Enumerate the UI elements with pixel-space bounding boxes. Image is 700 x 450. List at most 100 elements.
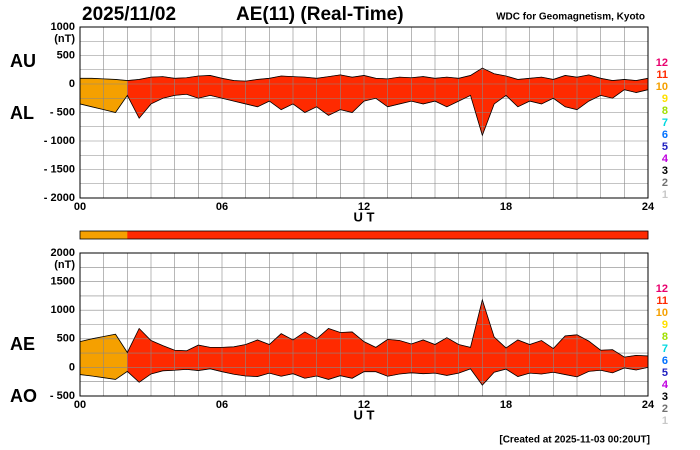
level-scale: 4 bbox=[662, 379, 669, 391]
band-segment bbox=[91, 78, 104, 110]
level-scale: 11 bbox=[656, 295, 668, 307]
band-segment bbox=[375, 338, 388, 377]
band-segment bbox=[340, 74, 353, 113]
level-scale: 2 bbox=[662, 177, 668, 189]
band-segment bbox=[280, 333, 294, 377]
level-strip bbox=[352, 231, 365, 239]
band-segment bbox=[198, 344, 211, 371]
band-segment bbox=[529, 340, 542, 375]
x-tick-label: 24 bbox=[642, 201, 655, 213]
band-segment bbox=[600, 77, 613, 99]
level-scale: 10 bbox=[656, 307, 668, 319]
x-tick-label: 12 bbox=[358, 399, 370, 411]
band-segment bbox=[576, 334, 590, 378]
level-strip bbox=[281, 231, 294, 239]
band-segment bbox=[624, 79, 637, 93]
band-segment bbox=[257, 78, 270, 108]
x-tick-label: 18 bbox=[500, 201, 512, 213]
level-strip bbox=[115, 231, 128, 239]
band-segment bbox=[387, 339, 400, 377]
band-segment bbox=[458, 75, 471, 102]
band-segment bbox=[257, 339, 270, 377]
band-segment bbox=[127, 328, 140, 383]
level-scale: 3 bbox=[662, 391, 668, 403]
x-tick-label: 00 bbox=[74, 201, 86, 213]
band-segment bbox=[186, 344, 199, 371]
band-segment bbox=[576, 74, 590, 111]
band-segment bbox=[470, 299, 483, 386]
band-segment bbox=[399, 340, 412, 375]
band-segment bbox=[79, 78, 93, 108]
band-segment bbox=[209, 75, 223, 99]
plot-frame bbox=[79, 26, 649, 199]
level-strip bbox=[210, 231, 223, 239]
x-tick-label: 00 bbox=[74, 399, 86, 411]
x-tick-label: 24 bbox=[642, 399, 655, 411]
band-segment bbox=[458, 344, 471, 374]
band-segment bbox=[505, 339, 519, 378]
level-strip bbox=[600, 231, 613, 239]
level-scale: 3 bbox=[662, 165, 668, 177]
y-tick-label: - 1500 bbox=[44, 163, 75, 175]
x-tick-label: 18 bbox=[500, 399, 512, 411]
band-segment bbox=[564, 75, 578, 110]
level-strip bbox=[387, 231, 400, 239]
level-strip bbox=[435, 231, 448, 239]
series-line bbox=[79, 367, 649, 386]
level-scale: 1 bbox=[662, 415, 668, 427]
y-tick-label: - 500 bbox=[50, 106, 75, 118]
series-name: AO bbox=[10, 386, 37, 406]
band-segment bbox=[138, 76, 152, 119]
level-strip bbox=[423, 231, 436, 239]
level-strip bbox=[588, 231, 602, 239]
level-strip bbox=[257, 231, 270, 239]
band-segment bbox=[411, 339, 424, 374]
band-segment bbox=[198, 75, 211, 99]
band-segment bbox=[245, 339, 258, 377]
y-tick-label: 1500 bbox=[51, 276, 75, 288]
x-axis-label: U T bbox=[354, 209, 375, 224]
series-line bbox=[80, 67, 649, 82]
level-scale: 9 bbox=[662, 319, 668, 331]
level-strip bbox=[139, 231, 152, 239]
level-strip bbox=[541, 231, 554, 239]
level-strip bbox=[151, 231, 164, 239]
y-tick-label: 0 bbox=[69, 361, 75, 373]
band-segment bbox=[482, 67, 495, 136]
band-segment bbox=[422, 339, 436, 374]
level-strip bbox=[198, 231, 211, 239]
x-axis-label: U T bbox=[354, 407, 375, 422]
band-segment bbox=[328, 328, 341, 380]
level-strip bbox=[529, 231, 542, 239]
band-segment bbox=[162, 76, 175, 99]
band-segment bbox=[221, 77, 235, 102]
level-strip bbox=[446, 231, 460, 239]
band-segment bbox=[316, 327, 329, 380]
level-strip bbox=[482, 231, 495, 239]
band-segment bbox=[138, 327, 152, 383]
band-segment bbox=[115, 79, 128, 114]
level-strip bbox=[375, 231, 389, 239]
x-tick-label: 12 bbox=[358, 201, 370, 213]
band-segment bbox=[316, 76, 329, 116]
level-strip bbox=[293, 231, 306, 239]
y-tick-label: 0 bbox=[69, 78, 75, 90]
band-segment bbox=[245, 79, 258, 108]
level-strip bbox=[162, 231, 176, 239]
level-strip bbox=[577, 231, 590, 239]
band-segment bbox=[387, 76, 400, 108]
band-segment bbox=[174, 77, 187, 96]
level-scale: 8 bbox=[662, 331, 668, 343]
level-strip bbox=[517, 231, 531, 239]
level-strip bbox=[340, 231, 353, 239]
level-scale: 2 bbox=[662, 403, 668, 415]
level-strip bbox=[364, 231, 377, 239]
level-scale: 7 bbox=[662, 343, 668, 355]
band-segment bbox=[209, 347, 223, 373]
band-segment bbox=[517, 339, 530, 377]
level-strip bbox=[494, 231, 507, 239]
level-scale: 4 bbox=[662, 153, 669, 165]
band-segment bbox=[150, 340, 164, 375]
level-strip bbox=[316, 231, 329, 239]
